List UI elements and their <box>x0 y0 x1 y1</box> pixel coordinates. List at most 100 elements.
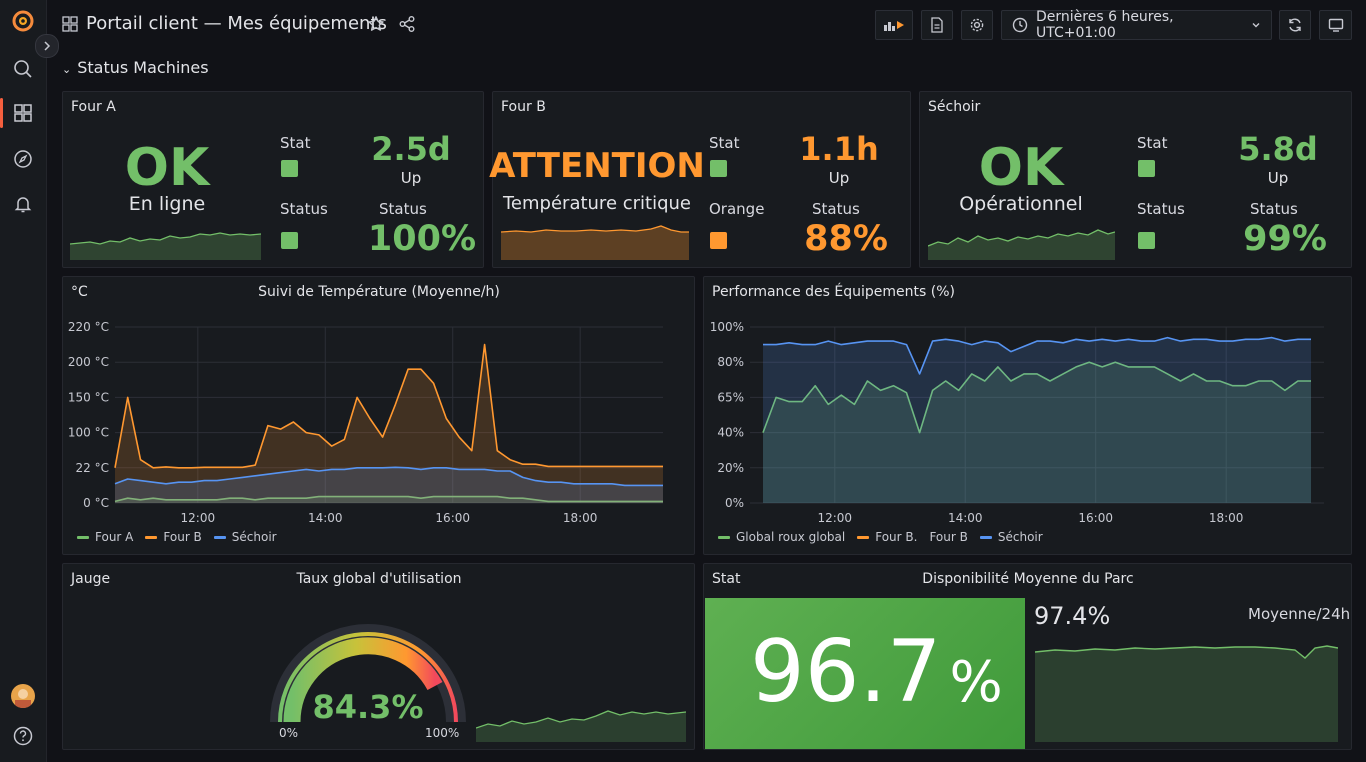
temperature-chart-panel[interactable]: °C Suivi de Température (Moyenne/h) 0 °C… <box>62 276 695 555</box>
status-label: Status <box>280 200 328 218</box>
status-panel-sechoir[interactable]: Séchoir OK Opérationnel Stat Status 5.8d… <box>919 91 1352 268</box>
sparkline <box>1035 645 1338 742</box>
series-line <box>114 466 663 487</box>
temperature-chart: 0 °C 22 °C 100 °C 150 °C 200 °C 220 °C 12:00 14… <box>68 320 663 525</box>
x-tick-label: 18:00 <box>563 511 598 525</box>
status-square <box>281 232 298 249</box>
x-tick-label: 14:00 <box>308 511 343 525</box>
add-panel-button[interactable] <box>875 10 913 40</box>
series-line <box>114 495 663 503</box>
star-icon[interactable] <box>367 15 385 37</box>
help-icon[interactable] <box>10 723 36 749</box>
stat-label: Stat <box>1137 134 1168 152</box>
x-tick-label: 12:00 <box>817 511 852 525</box>
status-value-label: Status <box>379 200 427 218</box>
status-label: Status <box>1137 200 1185 218</box>
legend-item[interactable]: Four A <box>77 530 133 544</box>
status-value-label: Status <box>1250 200 1298 218</box>
series-area <box>763 337 1311 503</box>
performance-chart: 0% 20% 40% 65% 80% 100% 12:00 14:00 16:00 18:00 <box>710 320 1324 525</box>
uptime-value: 2.5d <box>371 130 451 168</box>
status-value-label: Status <box>812 200 860 218</box>
gauge <box>270 624 466 723</box>
chart-legend: Four A Four B Séchoir <box>77 530 277 544</box>
status-sub-label: En ligne <box>128 193 206 215</box>
x-tick-label: 16:00 <box>1078 511 1113 525</box>
search-icon[interactable] <box>10 56 36 82</box>
panel-unit-title: °C <box>71 284 88 300</box>
alerting-bell-icon[interactable] <box>10 191 36 217</box>
series-area <box>115 496 663 503</box>
availability-panel[interactable]: Stat Disponibilité Moyenne du Parc 96.7%… <box>703 563 1352 750</box>
status-panel-four-a[interactable]: Four A OK En ligne Stat Status 2.5d Up S… <box>62 91 484 268</box>
panel-center-title: Taux global d'utilisation <box>296 571 462 587</box>
series-line <box>114 343 663 469</box>
dashboards-icon[interactable] <box>10 100 36 126</box>
sidebar <box>0 0 59 762</box>
status-square <box>281 160 298 177</box>
tv-mode-button[interactable] <box>1319 10 1352 40</box>
y-tick-label: 0% <box>725 496 744 510</box>
stat-label: Stat <box>280 134 311 152</box>
average-value: 97.4% <box>1034 602 1111 630</box>
uptime-value: 5.8d <box>1238 130 1318 168</box>
refresh-button[interactable] <box>1279 10 1311 40</box>
sparkline <box>501 225 689 260</box>
big-stat-background <box>705 598 1025 749</box>
y-tick-label: 100 °C <box>68 426 109 440</box>
save-dashboard-button[interactable] <box>921 10 953 40</box>
share-icon[interactable] <box>398 15 416 37</box>
series-area <box>763 362 1311 503</box>
status-panel-four-b[interactable]: Four B ATTENTION Température critique St… <box>489 91 911 268</box>
panel-title: Four B <box>501 99 546 115</box>
status-square <box>710 232 727 249</box>
row-header[interactable]: ⌄ Status Machines <box>62 58 209 77</box>
performance-chart-panel[interactable]: Performance des Équipements (%) 0% 20% 40%… <box>703 276 1352 555</box>
x-tick-label: 12:00 <box>181 511 216 525</box>
y-tick-label: 100% <box>710 320 744 334</box>
panel-title: Suivi de Température (Moyenne/h) <box>258 284 500 300</box>
uptime-label: Up <box>828 169 850 187</box>
sparkline <box>70 232 261 260</box>
legend-item[interactable]: Séchoir <box>213 530 277 544</box>
gauge-panel[interactable]: Jauge Taux global d'utilisation 84.3% 0%… <box>62 563 695 750</box>
legend-item[interactable]: Séchoir <box>979 530 1043 544</box>
average-label: Moyenne/24h <box>1248 605 1351 623</box>
expand-menu-button[interactable] <box>35 34 59 58</box>
status-square <box>1138 232 1155 249</box>
settings-gear-button[interactable] <box>961 10 993 40</box>
status-main-value: OK <box>124 138 210 198</box>
legend-item[interactable]: Four B. <box>857 530 917 544</box>
panel-title: Performance des Équipements (%) <box>712 284 955 300</box>
series-area <box>115 344 663 503</box>
grafana-logo-icon[interactable] <box>10 8 36 34</box>
panel-title: Jauge <box>71 571 111 587</box>
status-percent: 100% <box>367 219 477 259</box>
status-main-value: OK <box>978 138 1064 198</box>
dashboard-grid-icon <box>62 16 78 36</box>
row-title: Status Machines <box>77 58 209 77</box>
legend-item[interactable]: Four B <box>929 530 968 544</box>
status-percent: 99% <box>1243 219 1327 259</box>
sparkline <box>476 710 686 742</box>
gauge-value: 84.3% <box>312 688 424 726</box>
status-square <box>710 160 727 177</box>
time-range-picker[interactable]: Dernières 6 heures, UTC+01:00 <box>1001 9 1272 41</box>
explore-compass-icon[interactable] <box>10 146 36 172</box>
gauge-max-label: 100% <box>425 726 460 740</box>
status-label: Orange <box>709 200 765 218</box>
series-line <box>762 361 1311 434</box>
x-tick-label: 18:00 <box>1209 511 1244 525</box>
panel-title: Four A <box>71 99 116 115</box>
uptime-value: 1.1h <box>799 130 879 168</box>
y-tick-label: 40% <box>717 426 744 440</box>
user-avatar[interactable] <box>11 684 35 708</box>
status-main-value: ATTENTION <box>489 146 705 186</box>
status-percent: 88% <box>804 219 888 259</box>
uptime-label: Up <box>400 169 422 187</box>
legend-item[interactable]: Global roux global <box>718 530 845 544</box>
legend-item[interactable]: Four B <box>145 530 202 544</box>
status-square <box>1138 160 1155 177</box>
x-tick-label: 14:00 <box>948 511 983 525</box>
status-sub-label: Opérationnel <box>959 193 1083 215</box>
